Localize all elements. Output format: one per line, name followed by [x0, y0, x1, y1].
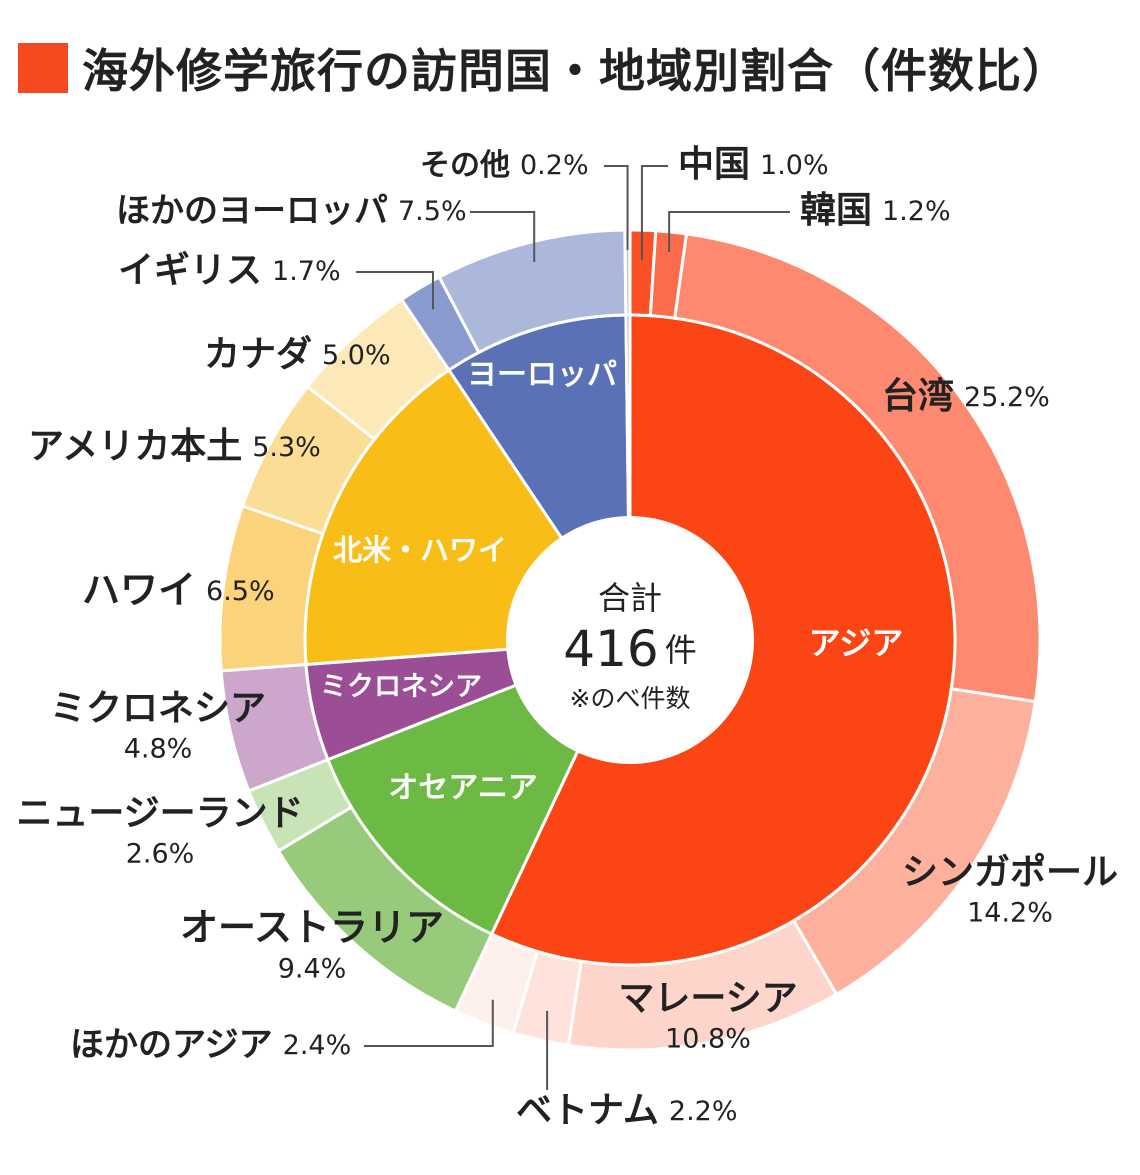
labels-group: 中国 1.0% 韓国 1.2% 台湾 25.2% シンガポール 14.2% マレーシア 10.8%… [16, 144, 1118, 1131]
outer-label-name-14: ほかのヨーロッパ [116, 191, 388, 231]
chart-title: 海外修学旅行の訪問国・地域別割合（件数比） [18, 38, 1069, 98]
title-text: 海外修学旅行の訪問国・地域別割合（件数比） [82, 44, 1069, 98]
outer-label-value-1: 1.2% [882, 196, 951, 227]
center-total: 416 件 [563, 620, 696, 678]
outer-label-name-7: オーストラリア [180, 906, 444, 950]
leader-line-15 [604, 165, 629, 251]
outer-label-10: ハワイ 6.5% [82, 568, 275, 612]
inner-label-3: 北米・ハワイ [333, 533, 507, 567]
outer-label-name-11: アメリカ本土 [28, 426, 242, 467]
outer-label-name-15: その他 [420, 148, 510, 183]
leader-line-0 [640, 165, 668, 261]
center-total-value: 416 [563, 620, 658, 678]
outer-label-name-12: カナダ [204, 334, 312, 375]
outer-label-14: ほかのヨーロッパ 7.5% [116, 191, 467, 231]
outer-label-value-4: 10.8% [665, 1024, 751, 1055]
center-note: ※のべ件数 [570, 684, 691, 713]
outer-label-value-2: 25.2% [964, 382, 1050, 413]
leader-line-1 [668, 211, 790, 252]
outer-label-value-9: 4.8% [124, 734, 193, 765]
outer-label-name-13: イギリス [118, 250, 262, 291]
outer-label-name-9: ミクロネシア [50, 688, 266, 729]
outer-label-value-15: 0.2% [520, 150, 589, 181]
outer-label-6: ほかのアジア 2.4% [70, 1025, 351, 1065]
inner-label-2: ミクロネシア [320, 672, 482, 703]
title-marker-square [18, 43, 68, 93]
leader-line-14 [470, 211, 536, 262]
center-total-unit: 件 [665, 631, 697, 669]
outer-label-12: カナダ 5.0% [204, 334, 391, 375]
inner-label-4: ヨーロッパ [467, 358, 617, 393]
rings-group [218, 228, 1042, 1052]
outer-label-name-3: シンガポール [902, 851, 1118, 893]
outer-label-value-11: 5.3% [252, 432, 321, 463]
outer-label-name-4: マレーシア [618, 978, 797, 1019]
inner-label-1: オセアニア [388, 771, 537, 806]
outer-label-name-6: ほかのアジア [70, 1025, 273, 1065]
outer-label-value-6: 2.4% [283, 1030, 352, 1061]
outer-label-value-0: 1.0% [760, 150, 829, 181]
outer-label-13: イギリス 1.7% [118, 250, 341, 291]
outer-label-value-13: 1.7% [272, 256, 341, 287]
outer-label-15: その他 0.2% [420, 148, 589, 183]
outer-label-name-10: ハワイ [82, 568, 196, 612]
outer-label-value-10: 6.5% [206, 576, 275, 607]
outer-label-5: ベトナム 2.2% [516, 1090, 738, 1131]
outer-label-name-2: 台湾 [882, 375, 954, 417]
outer-label-name-8: ニュージーランド [16, 793, 303, 834]
outer-label-2: 台湾 25.2% [882, 375, 1050, 417]
outer-label-name-0: 中国 [678, 144, 750, 185]
leader-line-13 [356, 271, 434, 310]
center-label: 合計 [598, 579, 662, 617]
outer-label-value-8: 2.6% [126, 839, 195, 870]
outer-label-11: アメリカ本土 5.3% [28, 426, 321, 467]
leader-lines-group [356, 165, 790, 1090]
outer-label-value-5: 2.2% [669, 1096, 738, 1127]
outer-label-value-12: 5.0% [322, 340, 391, 371]
outer-label-1: 韓国 1.2% [800, 190, 951, 231]
outer-label-value-7: 9.4% [278, 954, 347, 985]
outer-label-value-3: 14.2% [967, 898, 1053, 929]
leader-line-6 [364, 999, 494, 1047]
outer-label-value-14: 7.5% [398, 196, 467, 227]
center-hole [506, 516, 754, 764]
inner-label-0: アジア [809, 624, 904, 662]
outer-label-0: 中国 1.0% [678, 144, 829, 185]
outer-label-name-5: ベトナム [516, 1090, 659, 1131]
outer-label-name-1: 韓国 [800, 190, 872, 231]
